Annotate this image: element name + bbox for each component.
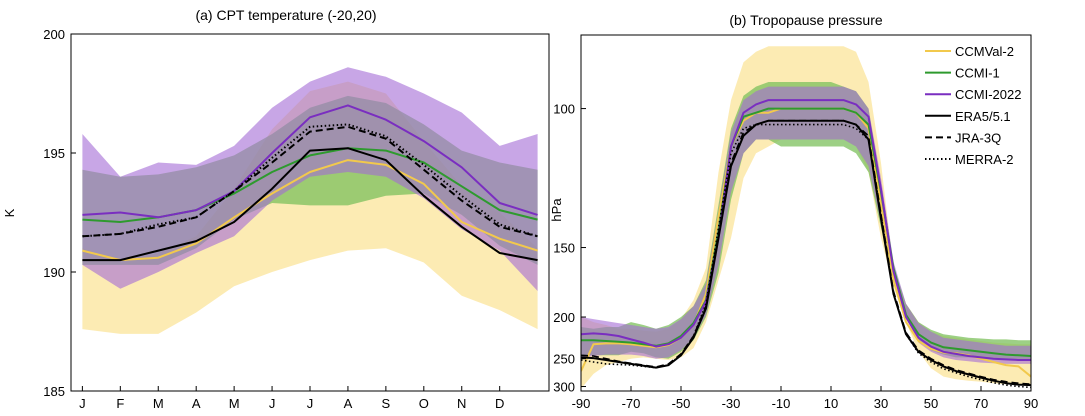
panel-a-band-ccmi-2022 bbox=[82, 67, 538, 291]
panel-b-x-tick-label: -10 bbox=[772, 396, 791, 411]
panel-b-line-merra-2 bbox=[581, 123, 1031, 389]
panel-a-y-tick-label: 195 bbox=[43, 146, 65, 161]
panel-b-ticks: 100 150 200 250 300-90 -70 -50 -30 -10 10 30 50 70 90 bbox=[553, 102, 1038, 411]
panel-b-y-tick-label: 200 bbox=[553, 310, 575, 325]
panel-a-y-tick-label: 190 bbox=[43, 265, 65, 280]
panel-a-bands bbox=[82, 67, 538, 334]
panel-b-line-ccmi-2022 bbox=[581, 99, 1031, 361]
panel-a-x-tick-label: N bbox=[457, 396, 466, 411]
panel-a-x-tick-label: J bbox=[79, 396, 86, 411]
legend-label-jra-3q: JRA-3Q bbox=[955, 130, 1001, 145]
panel-b-tropopause-pressure: (b) Tropopause pressure hPa 100 150 200 250… bbox=[549, 12, 1038, 411]
panel-a-line-jra-3q bbox=[82, 125, 538, 238]
panel-a-line-ccmval-2 bbox=[82, 159, 538, 262]
panel-b-title: (b) Tropopause pressure bbox=[729, 12, 883, 28]
panel-b-x-tick-label: 50 bbox=[924, 396, 938, 411]
panel-a-x-tick-label: M bbox=[229, 396, 240, 411]
panel-b-x-tick-label: -30 bbox=[722, 396, 741, 411]
panel-b-y-axis-label: hPa bbox=[549, 198, 564, 222]
panel-b-lines bbox=[581, 99, 1031, 389]
legend-label-ccmi-2022: CCMI-2022 bbox=[955, 87, 1021, 102]
panel-a-x-tick-label: F bbox=[116, 396, 124, 411]
panel-a-y-tick-label: 185 bbox=[43, 384, 65, 399]
panel-a-x-tick-label: M bbox=[153, 396, 164, 411]
panel-a-line-era5-5-1 bbox=[82, 147, 538, 262]
panel-b-band-ccmval-2 bbox=[581, 46, 1031, 389]
panel-a-x-tick-label: O bbox=[419, 396, 429, 411]
panel-a-cpt-temperature: (a) CPT temperature (-20,20) K 185 190 195… bbox=[2, 7, 550, 411]
legend-label-ccmval-2: CCMVal-2 bbox=[955, 44, 1014, 59]
panel-a-x-tick-label: J bbox=[307, 396, 314, 411]
panel-b-x-tick-label: -50 bbox=[672, 396, 691, 411]
panel-b-bands bbox=[581, 46, 1031, 389]
panel-a-x-tick-label: S bbox=[382, 396, 391, 411]
panel-a-x-tick-label: A bbox=[192, 396, 201, 411]
panel-b-x-tick-label: -90 bbox=[572, 396, 591, 411]
panel-b-y-tick-label: 250 bbox=[553, 352, 575, 367]
panel-a-x-tick-label: D bbox=[495, 396, 504, 411]
panel-a-line-merra-2 bbox=[82, 123, 538, 238]
panel-a-line-ccmi-2022 bbox=[82, 104, 538, 219]
panel-b-x-tick-label: -70 bbox=[622, 396, 641, 411]
legend-label-merra-2: MERRA-2 bbox=[955, 152, 1014, 167]
legend: CCMVal-2 CCMI-1 CCMI-2022 ERA5/5.1 JRA-3Q MER… bbox=[925, 44, 1021, 167]
panel-a-title: (a) CPT temperature (-20,20) bbox=[195, 7, 376, 23]
panel-a-lines bbox=[82, 104, 538, 262]
panel-a-y-tick-label: 200 bbox=[43, 27, 65, 42]
panel-a-ticks: 185 190 195 200 J F M A M J J A S O N D bbox=[43, 27, 504, 411]
panel-b-x-tick-label: 70 bbox=[974, 396, 988, 411]
panel-a-y-axis-label: K bbox=[2, 208, 17, 217]
legend-label-ccmi-1: CCMI-1 bbox=[955, 66, 1000, 81]
panel-b-line-jra-3q bbox=[581, 119, 1031, 385]
panel-b-frame bbox=[580, 34, 1032, 392]
panel-b-y-tick-label: 100 bbox=[553, 102, 575, 117]
panel-b-x-tick-label: 10 bbox=[824, 396, 838, 411]
panel-a-frame bbox=[70, 33, 550, 392]
legend-label-era5-5-1: ERA5/5.1 bbox=[955, 109, 1011, 124]
panel-b-x-tick-label: 30 bbox=[874, 396, 888, 411]
panel-b-band-ccmi-2022 bbox=[581, 86, 1031, 364]
panel-b-y-tick-label: 300 bbox=[553, 380, 575, 395]
panel-b-y-tick-label: 150 bbox=[553, 241, 575, 256]
panel-a-x-tick-label: A bbox=[344, 396, 353, 411]
panel-b-x-tick-label: 90 bbox=[1024, 396, 1038, 411]
panel-a-x-tick-label: J bbox=[269, 396, 276, 411]
